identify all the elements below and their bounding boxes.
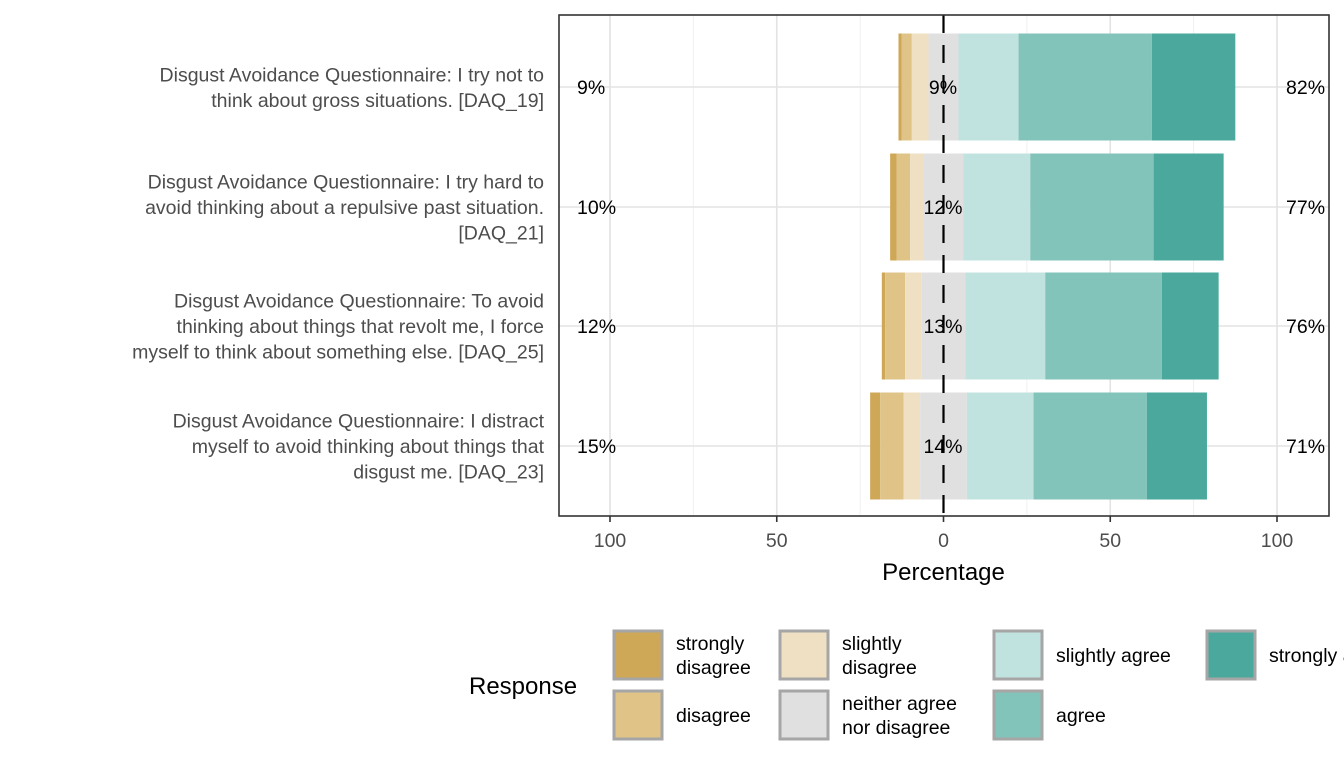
legend-label: disagree bbox=[676, 705, 751, 727]
legend-label: agree bbox=[1056, 705, 1106, 727]
category-label: Disgust Avoidance Questionnaire: I distr… bbox=[173, 411, 545, 484]
x-tick-label: 100 bbox=[594, 530, 627, 552]
bar-segment-strongly-disagree bbox=[898, 33, 902, 141]
bar-segment-strongly-agree bbox=[1161, 272, 1219, 380]
category-label-line: avoid thinking about a repulsive past si… bbox=[145, 197, 544, 219]
bar-segment-slightly-disagree bbox=[903, 392, 921, 500]
category-label-line: Disgust Avoidance Questionnaire: I try h… bbox=[148, 172, 545, 194]
right-percent-label: 71% bbox=[1286, 436, 1325, 458]
legend-label: strongly agree bbox=[1269, 645, 1344, 667]
bar-segment-disagree bbox=[885, 272, 906, 380]
bar-segment-slightly-disagree bbox=[910, 153, 924, 261]
category-label-line: Disgust Avoidance Questionnaire: To avoi… bbox=[174, 291, 544, 313]
legend-item-slightly-agree: slightly agree bbox=[992, 629, 1171, 681]
bar-segment-disagree bbox=[901, 33, 912, 141]
left-percent-label: 12% bbox=[577, 316, 616, 338]
legend-title: Response bbox=[469, 673, 577, 700]
legend-label: slightly disagree bbox=[842, 633, 917, 679]
legend-item-strongly-disagree: strongly disagree bbox=[612, 629, 751, 681]
bar-segment-disagree bbox=[896, 153, 911, 261]
legend-swatch bbox=[612, 689, 664, 741]
legend-label-line: agree bbox=[1056, 705, 1106, 727]
bar-segment-slightly-disagree bbox=[911, 33, 929, 141]
legend-label-line: neither agree bbox=[842, 693, 957, 715]
legend-label-line: slightly agree bbox=[1056, 645, 1171, 667]
bar-segment-disagree bbox=[880, 392, 904, 500]
legend-label: strongly disagree bbox=[676, 633, 751, 679]
legend-swatch bbox=[992, 629, 1044, 681]
x-tick-label: 50 bbox=[1099, 530, 1121, 552]
category-label: Disgust Avoidance Questionnaire: I try h… bbox=[145, 172, 544, 245]
legend-item-neither: neither agree nor disagree bbox=[778, 689, 957, 741]
bar-segment-slightly-disagree bbox=[905, 272, 922, 380]
legend-label: slightly agree bbox=[1056, 645, 1171, 667]
x-tick-label: 0 bbox=[938, 530, 949, 552]
category-label-line: [DAQ_21] bbox=[458, 223, 544, 245]
category-label-line: myself to think about something else. [D… bbox=[132, 342, 544, 364]
category-labels: Disgust Avoidance Questionnaire: I try n… bbox=[132, 64, 544, 483]
bar-segment-slightly-agree bbox=[963, 153, 1031, 261]
legend-label-line: strongly agree bbox=[1269, 645, 1344, 667]
category-label: Disgust Avoidance Questionnaire: To avoi… bbox=[132, 291, 544, 364]
bar-segment-strongly-disagree bbox=[870, 392, 881, 500]
bar-segment-slightly-agree bbox=[965, 272, 1046, 380]
legend-item-strongly-agree: strongly agree bbox=[1205, 629, 1344, 681]
legend-label: neither agree nor disagree bbox=[842, 693, 957, 739]
bar-segment-strongly-disagree bbox=[881, 272, 886, 380]
bar-segment-strongly-agree bbox=[1151, 33, 1236, 141]
legend-swatch bbox=[1205, 629, 1257, 681]
category-label: Disgust Avoidance Questionnaire: I try n… bbox=[160, 64, 545, 112]
legend-swatch bbox=[992, 689, 1044, 741]
left-percent-label: 10% bbox=[577, 197, 616, 219]
x-tick-label: 100 bbox=[1261, 530, 1294, 552]
legend-item-agree: agree bbox=[992, 689, 1106, 741]
legend-label-line: disagree bbox=[676, 705, 751, 727]
category-label-line: Disgust Avoidance Questionnaire: I try n… bbox=[160, 64, 545, 86]
legend-item-disagree: disagree bbox=[612, 689, 751, 741]
legend-swatch bbox=[612, 629, 664, 681]
bar-segment-slightly-agree bbox=[958, 33, 1019, 141]
right-percent-label: 82% bbox=[1286, 77, 1325, 99]
legend-label-line: disagree bbox=[842, 657, 917, 679]
legend-label-line: disagree bbox=[676, 657, 751, 679]
category-label-line: disgust me. [DAQ_23] bbox=[353, 462, 544, 484]
category-label-line: think about gross situations. [DAQ_19] bbox=[211, 90, 544, 112]
bar-segment-strongly-agree bbox=[1146, 392, 1207, 500]
right-percent-label: 76% bbox=[1286, 316, 1325, 338]
bar-segment-agree bbox=[1033, 392, 1147, 500]
category-label-line: Disgust Avoidance Questionnaire: I distr… bbox=[173, 411, 545, 433]
x-tick-label: 50 bbox=[766, 530, 788, 552]
bar-segment-agree bbox=[1030, 153, 1154, 261]
legend-swatch bbox=[778, 689, 830, 741]
x-axis-title: Percentage bbox=[882, 559, 1005, 586]
bar-segment-agree bbox=[1045, 272, 1162, 380]
legend-label-line: slightly bbox=[842, 633, 902, 655]
category-label-line: thinking about things that revolt me, I … bbox=[177, 316, 544, 338]
category-label-line: myself to avoid thinking about things th… bbox=[192, 436, 545, 458]
bar-segment-agree bbox=[1018, 33, 1152, 141]
bar-segment-strongly-agree bbox=[1153, 153, 1224, 261]
legend-label-line: strongly bbox=[676, 633, 745, 655]
legend-swatch bbox=[778, 629, 830, 681]
right-percent-label: 77% bbox=[1286, 197, 1325, 219]
left-percent-label: 9% bbox=[577, 77, 605, 99]
bar-segment-slightly-agree bbox=[966, 392, 1034, 500]
legend-item-slightly-disagree: slightly disagree bbox=[778, 629, 917, 681]
legend-label-line: nor disagree bbox=[842, 717, 950, 739]
data-labels: 9%9%82%10%12%77%12%13%76%15%14%71% bbox=[577, 77, 1325, 458]
bar-segment-strongly-disagree bbox=[890, 153, 897, 261]
left-percent-label: 15% bbox=[577, 436, 616, 458]
x-axis: 100 50 0 50 100 Percentage bbox=[558, 14, 1330, 586]
